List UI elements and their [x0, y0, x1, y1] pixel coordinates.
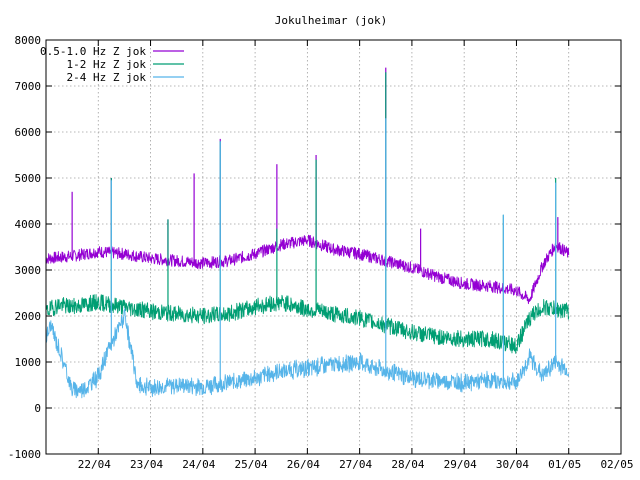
y-tick-label: 7000 [15, 80, 42, 93]
x-tick-label: 24/04 [182, 458, 215, 471]
y-tick-label: -1000 [8, 448, 41, 461]
series-layer [45, 67, 570, 399]
x-tick-label: 01/05 [548, 458, 581, 471]
ticks: -1000 0 1000 2000 3000 4000 5000 6000 7000 8000 22… [8, 34, 634, 471]
series-line [45, 234, 570, 305]
x-tick-label: 26/04 [287, 458, 320, 471]
y-tick-label: 0 [34, 402, 41, 415]
x-tick-label: 25/04 [235, 458, 268, 471]
y-tick-label: 1000 [15, 356, 42, 369]
y-tick-label: 5000 [15, 172, 42, 185]
y-tick-label: 4000 [15, 218, 42, 231]
series-line [45, 308, 570, 399]
y-tick-label: 2000 [15, 310, 42, 323]
plot-frame [45, 39, 622, 455]
x-tick-label: 23/04 [130, 458, 163, 471]
series-line [45, 294, 570, 354]
x-tick-label: 30/04 [496, 458, 529, 471]
y-tick-label: 8000 [15, 34, 42, 47]
x-tick-label: 27/04 [339, 458, 372, 471]
chart-title: Jokulheimar (jok) [275, 14, 388, 27]
legend-label: 1-2 Hz Z jok [67, 58, 147, 71]
y-tick-label: 3000 [15, 264, 42, 277]
legend-label: 0.5-1.0 Hz Z jok [40, 45, 146, 58]
y-tick-label: 6000 [15, 126, 42, 139]
x-tick-label: 02/05 [600, 458, 633, 471]
x-tick-label: 28/04 [391, 458, 424, 471]
legend-label: 2-4 Hz Z jok [67, 71, 147, 84]
x-tick-label: 22/04 [78, 458, 111, 471]
x-tick-label: 29/04 [444, 458, 477, 471]
